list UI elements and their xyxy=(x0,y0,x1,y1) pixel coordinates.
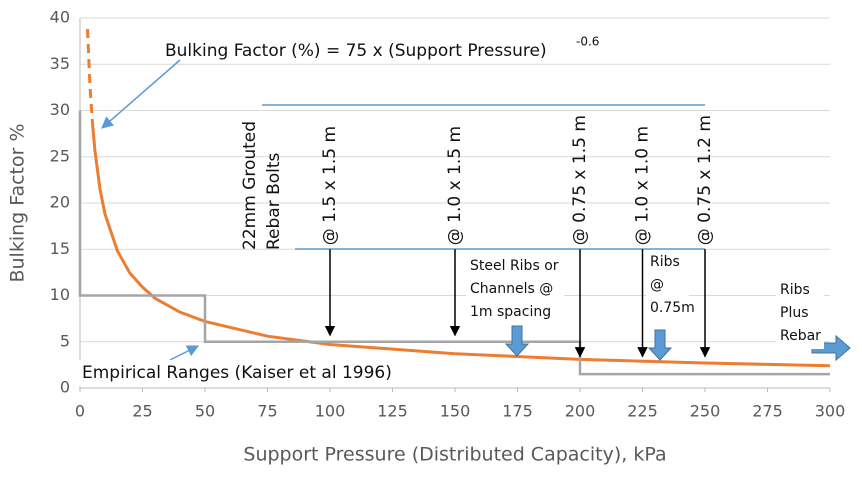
spacing-label: @ 0.75 x 1.5 m xyxy=(570,115,590,245)
y-tick-label: 35 xyxy=(50,54,70,73)
spacing-label: @ 1.0 x 1.0 m xyxy=(633,126,653,245)
note-text: 0.75m xyxy=(650,300,695,316)
block-arrow xyxy=(647,329,673,361)
x-tick-label: 275 xyxy=(752,402,783,421)
x-tick-label: 200 xyxy=(565,402,596,421)
spacing-label: @ 1.5 x 1.5 m xyxy=(320,126,340,245)
y-tick-label: 25 xyxy=(50,146,70,165)
x-tick-label: 25 xyxy=(132,402,152,421)
equation-exponent: -0.6 xyxy=(576,35,599,49)
note-text: Ribs xyxy=(650,254,680,270)
x-tick-label: 75 xyxy=(257,402,277,421)
note-text: Ribs xyxy=(780,282,810,298)
x-tick-label: 125 xyxy=(377,402,408,421)
x-tick-label: 300 xyxy=(815,402,846,421)
note-text: Plus xyxy=(780,305,809,321)
y-tick-label: 5 xyxy=(60,331,70,350)
note-text: Channels @ xyxy=(470,281,553,297)
note-bg xyxy=(646,250,689,321)
note-text: Rebar xyxy=(780,328,821,344)
spacing-label: @ 1.0 x 1.5 m xyxy=(445,126,465,245)
y-tick-label: 0 xyxy=(60,378,70,397)
spacing-label: @ 0.75 x 1.2 m xyxy=(695,115,715,245)
y-tick-label: 30 xyxy=(50,100,70,119)
y-tick-label: 20 xyxy=(50,193,70,212)
bolt-label: 22mm Grouted xyxy=(240,121,260,250)
x-tick-label: 225 xyxy=(627,402,658,421)
x-tick-label: 250 xyxy=(690,402,721,421)
x-tick-label: 50 xyxy=(195,402,215,421)
label-bg xyxy=(74,360,390,386)
y-axis-title: Bulking Factor % xyxy=(7,123,29,282)
x-tick-label: 0 xyxy=(75,402,85,421)
y-tick-label: 40 xyxy=(50,8,70,27)
empirical-label: Empirical Ranges (Kaiser et al 1996) xyxy=(82,363,392,383)
series-line xyxy=(78,110,830,376)
equation: Bulking Factor (%) = 75 x (Support Press… xyxy=(165,41,547,61)
x-tick-label: 150 xyxy=(440,402,471,421)
x-axis-title: Support Pressure (Distributed Capacity),… xyxy=(243,444,666,466)
series-line xyxy=(86,29,94,124)
x-tick-label: 175 xyxy=(502,402,533,421)
bolt-label: Rebar Bolts xyxy=(264,152,284,250)
x-tick-label: 100 xyxy=(315,402,346,421)
pointer-arrow xyxy=(169,345,200,361)
note-text: @ xyxy=(650,277,664,293)
series-line xyxy=(91,123,831,368)
note-text: Steel Ribs or xyxy=(470,258,559,274)
y-tick-label: 10 xyxy=(50,285,70,304)
note-text: 1m spacing xyxy=(470,304,551,320)
note-bg xyxy=(776,278,824,349)
block-arrow xyxy=(504,325,530,357)
pointer-arrow xyxy=(101,59,181,129)
block-arrow xyxy=(811,334,851,362)
y-tick-label: 15 xyxy=(50,239,70,258)
note-bg xyxy=(466,254,564,325)
